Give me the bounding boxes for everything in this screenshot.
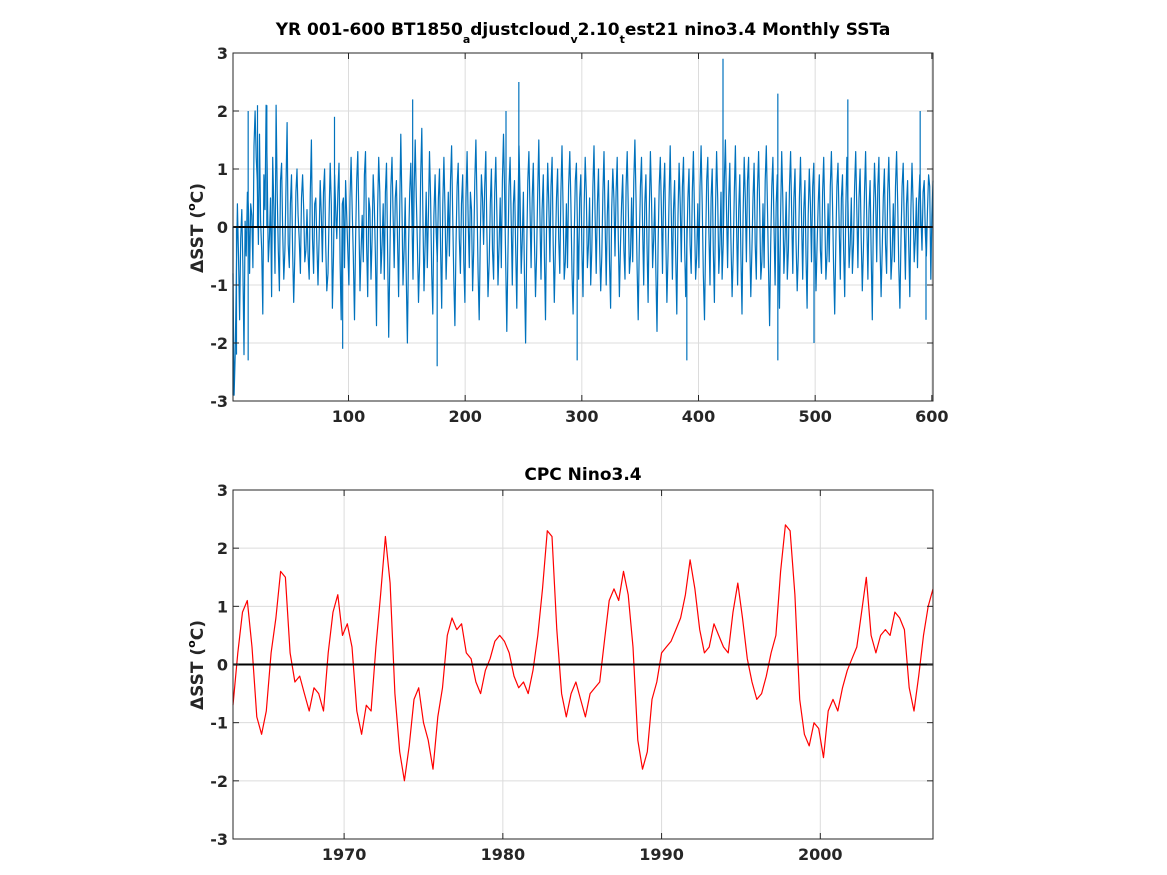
- y-tick-label: -2: [210, 334, 228, 353]
- title-part: djustcloud: [470, 20, 570, 40]
- title-subscript: v: [570, 33, 578, 46]
- chart-title: CPC Nino3.4: [524, 465, 641, 485]
- y-tick-label: 2: [217, 539, 228, 558]
- y-tick-label: 3: [217, 481, 228, 500]
- x-tick-labels: 1970 1980 1990 2000: [322, 490, 843, 864]
- ylabel-text: SST (: [188, 648, 208, 697]
- x-tick-label: 600: [915, 407, 948, 426]
- plot-area: [232, 524, 934, 782]
- y-tick-labels: -3 -2 -1 0 1 2 3: [210, 481, 933, 849]
- title-subscript: a: [463, 33, 470, 46]
- x-tick-labels: 100 200 300 400 500 600: [332, 53, 949, 426]
- y-tick-label: 1: [217, 597, 228, 616]
- y-tick-label: 2: [217, 102, 228, 121]
- y-tick-label: 0: [217, 656, 228, 675]
- x-tick-label: 300: [565, 407, 598, 426]
- chart-cpc-nino34: CPC Nino3.4 1970 1980 1990 2000 -3-2-10123 …: [185, 465, 934, 864]
- x-tick-label: 1980: [481, 845, 526, 864]
- y-tick-label: 3: [217, 44, 228, 63]
- ylabel-symbol: Δ: [188, 259, 208, 273]
- y-tick-label: -1: [210, 714, 228, 733]
- x-tick-label: 1990: [639, 845, 684, 864]
- ylabel-unit: C): [188, 620, 208, 640]
- series-line: [232, 524, 934, 782]
- ylabel-superscript: o: [185, 640, 198, 648]
- chart-title: YR 001-600 BT1850adjustcloudv2.10test21 …: [275, 20, 891, 46]
- y-tick-label: -3: [210, 830, 228, 849]
- y-tick-label: -1: [210, 276, 228, 295]
- y-tick-label: 1: [217, 160, 228, 179]
- x-tick-label: 100: [332, 407, 365, 426]
- title-subscript: t: [620, 33, 625, 46]
- title-part: 2.10: [578, 20, 620, 40]
- y-tick-labels: -3 -2 -1 0 1 2 3: [210, 44, 933, 411]
- x-tick-label: 500: [798, 407, 831, 426]
- y-tick-label: 0: [217, 218, 228, 237]
- y-axis-label: ΔSST (oC): [185, 183, 208, 273]
- ylabel-text: SST (: [188, 211, 208, 260]
- y-tick-label: -2: [210, 772, 228, 791]
- chart-model-nino34: YR 001-600 BT1850adjustcloudv2.10test21 …: [185, 20, 949, 426]
- y-tick-label: -3: [210, 392, 228, 411]
- x-tick-label: 1970: [322, 845, 367, 864]
- x-tick-label: 200: [448, 407, 481, 426]
- x-tick-label: 400: [682, 407, 715, 426]
- title-part: YR 001-600 BT1850: [275, 20, 463, 40]
- ylabel-symbol: Δ: [188, 696, 208, 710]
- ylabel-superscript: o: [185, 203, 198, 211]
- y-axis-label: ΔSST (oC): [185, 620, 208, 710]
- title-part: est21 nino3.4 Monthly SSTa: [625, 20, 890, 40]
- x-tick-label: 2000: [798, 845, 843, 864]
- ylabel-unit: C): [188, 183, 208, 203]
